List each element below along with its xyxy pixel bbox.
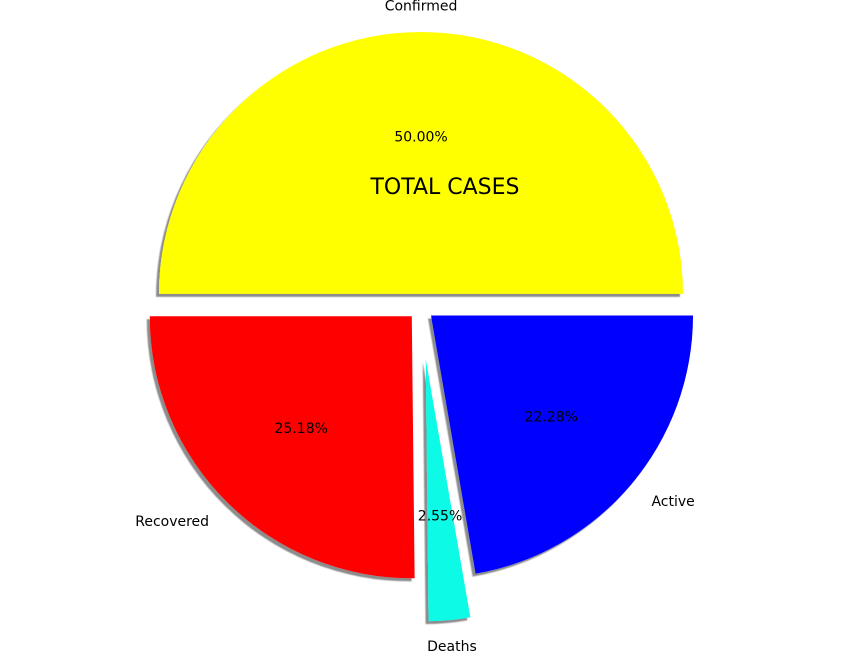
pie-slices — [149, 31, 694, 622]
pie-slice-deaths — [425, 359, 471, 622]
pie-labels: 50.00% Confirmed 25.18% Recovered 2.55% Death… — [135, 0, 695, 655]
slice-label-active: Active — [651, 494, 694, 510]
percent-label-deaths: 2.55% — [418, 509, 462, 525]
percent-label-confirmed: 50.00% — [394, 130, 447, 146]
percent-label-active: 22.28% — [525, 410, 578, 426]
pie-slice-confirmed — [159, 31, 684, 294]
percent-label-recovered: 25.18% — [275, 421, 328, 437]
pie-slice-recovered — [149, 316, 415, 579]
pie-slice-active — [431, 315, 694, 574]
slice-label-recovered: Recovered — [135, 514, 209, 530]
chart-title: TOTAL CASES — [369, 175, 519, 200]
slice-label-confirmed: Confirmed — [385, 0, 458, 15]
slice-label-deaths: Deaths — [427, 639, 477, 655]
